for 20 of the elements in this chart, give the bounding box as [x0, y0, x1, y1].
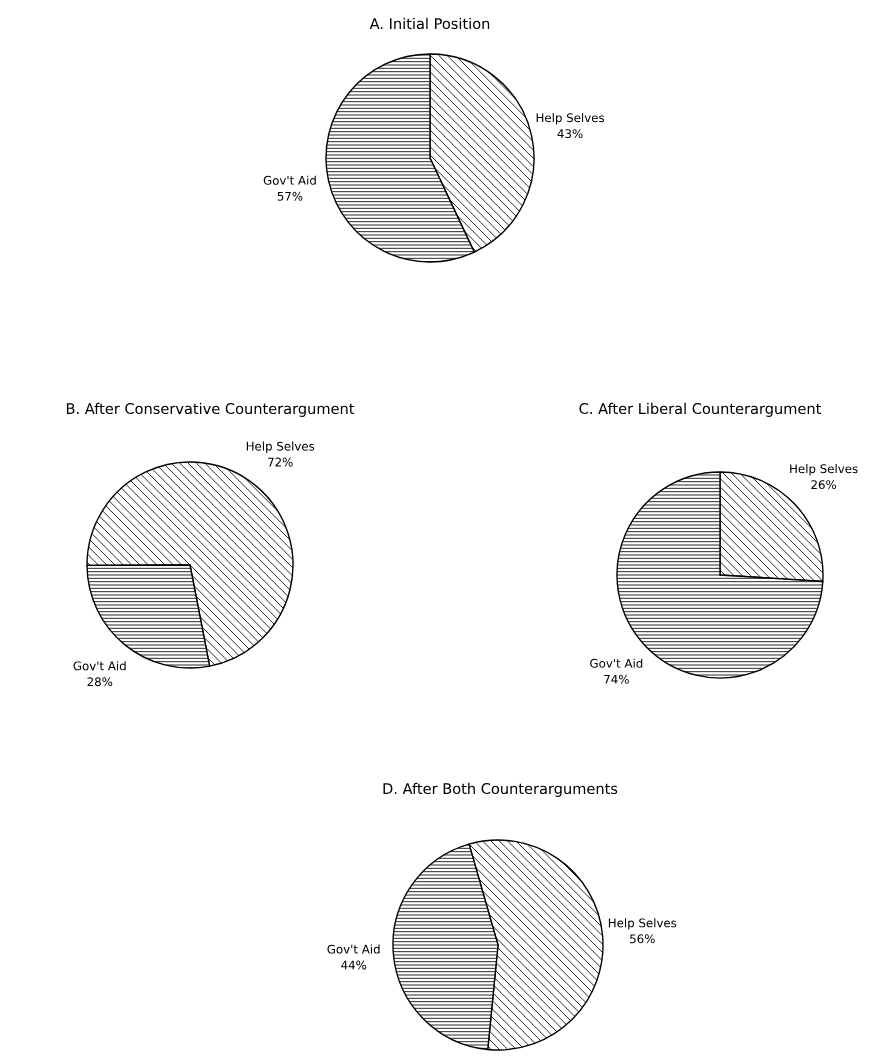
- slice-label: Help Selves: [246, 441, 315, 453]
- slice-label: Gov't Aid: [327, 944, 380, 954]
- data-label: 74%: [604, 674, 629, 684]
- slice-label: Gov't Aid: [73, 661, 126, 671]
- chart-title: B. After Conservative Counterargument: [66, 402, 355, 417]
- data-label: 26%: [811, 480, 837, 490]
- data-label: 57%: [277, 191, 303, 201]
- slice-label: Gov't Aid: [590, 658, 643, 668]
- chart-title: C. After Liberal Counterargument: [579, 402, 822, 417]
- data-label: 43%: [557, 129, 583, 139]
- slice-label: Gov't Aid: [263, 175, 316, 185]
- data-label: 56%: [630, 934, 655, 944]
- data-label: 72%: [268, 457, 293, 467]
- chart-title: A. Initial Position: [369, 17, 490, 30]
- data-label: 44%: [341, 960, 367, 970]
- slice-label: Help Selves: [608, 918, 677, 930]
- slice-label: Help Selves: [790, 464, 858, 476]
- slice-label: Help Selves: [536, 113, 605, 125]
- chart-title: D. After Both Counterarguments: [383, 782, 618, 797]
- data-label: 28%: [87, 677, 113, 687]
